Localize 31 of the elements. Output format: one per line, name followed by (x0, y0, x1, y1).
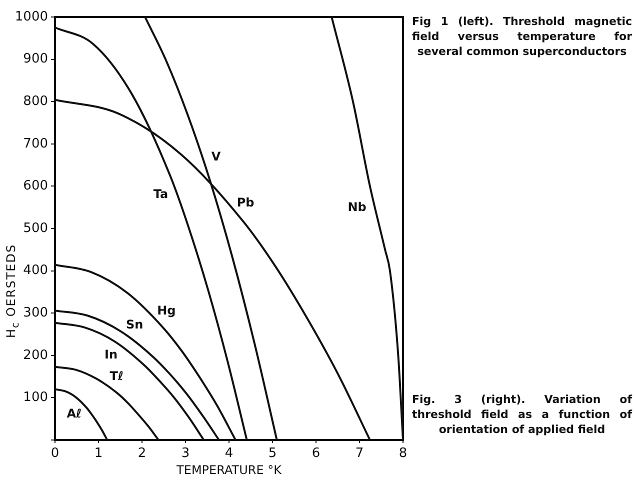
series-label: Aℓ (66, 406, 82, 420)
x-tick-label: 5 (268, 446, 277, 462)
x-tick-label: 6 (312, 446, 320, 462)
y-tick-label: 800 (23, 94, 48, 109)
series-label: Sn (126, 317, 144, 332)
y-tick-label: 200 (23, 348, 48, 363)
x-tick-label: 4 (224, 446, 234, 462)
x-tick-label: 1 (94, 446, 103, 462)
y-tick-label: 700 (23, 136, 48, 152)
series-label: Nb (348, 200, 367, 214)
y-tick-label: 400 (23, 263, 48, 278)
series-label: Hg (157, 304, 176, 318)
x-tick-label: 8 (398, 446, 408, 462)
x-tick-label: 3 (181, 446, 190, 462)
y-tick-label: 100 (23, 390, 48, 406)
y-tick-label: 500 (23, 220, 48, 236)
series-label: Tℓ (110, 368, 124, 383)
series-label: Ta (153, 187, 168, 202)
y-tick-label: 1000 (14, 9, 48, 24)
series-label: In (104, 347, 118, 362)
x-axis-title: TEMPERATURE °K (176, 462, 283, 477)
series-label: V (211, 150, 222, 164)
x-tick-label: 7 (355, 446, 364, 462)
y-tick-label: 300 (23, 305, 48, 320)
caption: Fig 1 (left). Threshold magnetic field versus temperature for several common superconductors (412, 14, 632, 59)
y-tick-label: 600 (23, 178, 48, 194)
x-tick-label: 0 (50, 446, 60, 462)
y-tick-label: 900 (23, 52, 48, 67)
caption: Fig. 3 (right). Variation of threshold field as a function of orientation of applied field (412, 392, 632, 437)
x-tick-label: 2 (138, 446, 146, 462)
series-label: Pb (236, 196, 255, 210)
